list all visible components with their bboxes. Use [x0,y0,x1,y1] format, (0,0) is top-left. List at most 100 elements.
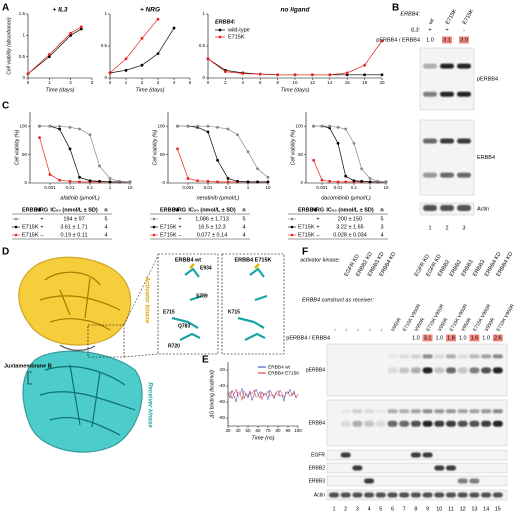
blot-band [364,409,375,414]
series-line [177,148,268,183]
blot-band [457,63,471,69]
y-tick-label: 0 [22,75,25,80]
ratio-value: 1.0 [482,335,490,341]
residue-label: R720 [168,343,180,349]
x-tick-label: 5 [189,80,192,85]
blot-band [434,367,445,374]
table-cell: 0.077 ± 0.14 [197,232,228,238]
data-point [176,147,179,151]
data-point [336,125,340,129]
blot-band [352,420,363,427]
lane-number: 4 [368,506,371,512]
y-tick-label: 100 [19,123,27,128]
highlight [469,334,480,342]
data-point [128,180,132,184]
blot-band [352,409,363,414]
row-label: ERBB4: [400,11,420,17]
lane-number: 3 [356,506,359,512]
data-point [376,179,380,183]
plot-title: + NRG [140,7,160,14]
lane-label: E715K [445,8,459,26]
axis-title: Time (days) [136,87,165,93]
table-cell: + [316,216,319,222]
table-cell: 16.5 ± 12.3 [198,224,225,230]
blot-band [375,409,386,414]
blot-band [457,205,471,211]
legend-entry: E715K [228,34,245,40]
legend-title: ERBB4: [215,19,236,25]
data-point [108,180,112,184]
table-cell: 4 [104,232,107,238]
blot-band [440,172,454,178]
data-point [206,124,210,128]
residue-label: S789 [196,293,208,299]
lane-number: 7 [403,506,406,512]
blot-band [422,354,433,359]
ratio-value: 1.0 [426,37,434,43]
data-point [320,124,324,128]
series-line [177,125,269,178]
blot-label: Actin [314,492,325,498]
blot-band [423,205,437,211]
blot-band [492,367,503,374]
table-header: NRG [312,207,324,213]
series-line [27,26,82,74]
data-point [241,72,245,75]
series-line [177,125,268,183]
table-cell: 200 ± 150 [338,216,362,222]
data-point [98,164,101,168]
table-cell: E715K [22,232,39,238]
axis-title: Cell viability (absorbance) [6,17,12,75]
blot-label: ERBB4 [477,155,495,161]
y-tick-label: 50 [22,152,28,157]
axis-title: dacomitinib (μmol/L) [321,195,371,201]
x-tick-label: 40 [235,428,241,433]
blot-band [457,492,468,498]
table-cell: 4 [104,224,107,230]
x-tick-label: 90 [285,428,291,433]
blot-label: Actin [477,206,489,212]
table-header: NRG [36,207,48,213]
table-cell: – [316,232,320,238]
ratio-value: 1.0 [459,335,467,341]
x-tick-label: 0.001 [44,185,56,190]
table-header: n [242,207,246,213]
x-tick-label: 10 [127,185,133,190]
highlight [422,334,433,342]
blot-band [352,492,363,498]
blot-band [423,138,437,144]
blot-band [440,138,454,144]
data-point [176,124,179,128]
inset-title: ERBB4 E715K [235,257,272,263]
data-point [258,72,262,76]
blot-band [410,420,421,427]
data-point [206,179,210,183]
ratio-value: 2.6 [494,335,502,341]
x-tick-label: 8 [276,80,279,85]
x-tick-label: 12 [310,80,316,85]
table-header: ERBB4 [160,207,180,213]
series-line [39,125,131,183]
x-tick-label: 10 [292,80,298,85]
data-point [328,73,332,77]
data-point [246,150,250,154]
axis-title: Time (days) [46,87,75,93]
blot-band [387,409,398,414]
blot-band [410,367,421,374]
row-swatch [290,225,294,229]
blot-band [469,420,480,427]
table-cell: 4 [242,224,245,230]
x-tick-label: 2 [141,80,144,85]
blot-band [434,409,445,414]
x-tick-label: 80 [275,428,281,433]
data-point [216,125,219,129]
blot-label: ERBB2 [309,465,326,471]
blot-band [340,492,351,498]
lane-number: 15 [495,506,501,512]
x-tick-label: 0.001 [182,185,194,190]
series-line [227,388,299,401]
blot-band [387,492,398,498]
ratio-value: 1.0 [412,335,420,341]
y-tick-label: 50 [298,152,304,157]
plot-title: no ligand [281,7,311,14]
